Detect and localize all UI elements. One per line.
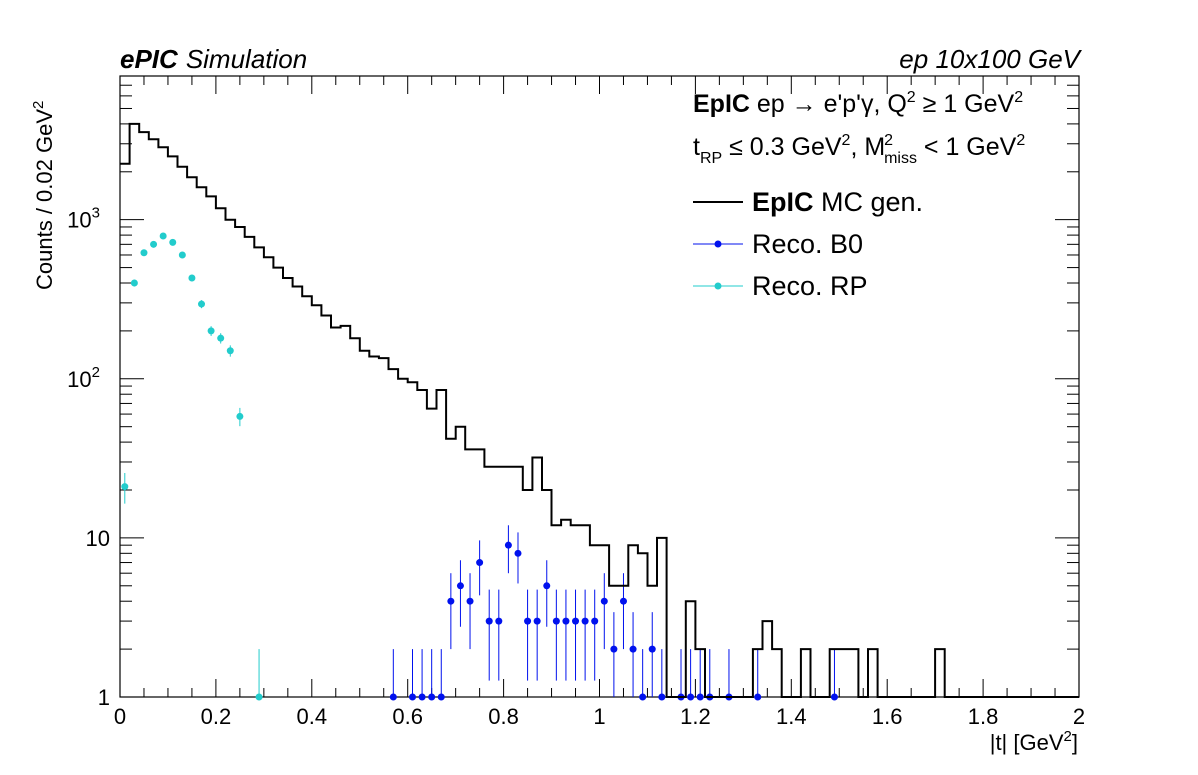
reco-b0-point bbox=[552, 617, 560, 625]
reco-b0-point bbox=[600, 597, 608, 605]
legend-entry-mc: EpIC MC gen. bbox=[752, 187, 923, 217]
reco-b0-point bbox=[514, 549, 522, 557]
reco-b0-point bbox=[562, 617, 570, 625]
reco-b0-point bbox=[485, 617, 493, 625]
series-reco-rp bbox=[121, 232, 263, 701]
reco-rp-point bbox=[226, 347, 234, 355]
reco-rp-point bbox=[217, 334, 225, 342]
brand-suffix: Simulation bbox=[186, 44, 307, 74]
reco-b0-point bbox=[418, 693, 426, 701]
y-axis-title: Counts / 0.02 GeV2 bbox=[30, 101, 57, 290]
plot-frame bbox=[119, 75, 1080, 698]
x-tick-label: 1.2 bbox=[680, 704, 711, 729]
legend-marker-b0 bbox=[714, 240, 722, 248]
reco-b0-point bbox=[408, 693, 416, 701]
reco-b0-point bbox=[524, 617, 532, 625]
legend-cuts-line: tRP ≤ 0.3 GeV2, M2 miss < 1 GeV2 bbox=[693, 132, 1025, 167]
reco-b0-point bbox=[495, 617, 503, 625]
reco-b0-point bbox=[610, 645, 618, 653]
reco-rp-point bbox=[255, 693, 263, 701]
reco-b0-point bbox=[581, 617, 589, 625]
x-tick-label: 0 bbox=[114, 704, 126, 729]
x-tick-label: 2 bbox=[1073, 704, 1085, 729]
reco-rp-point bbox=[130, 279, 138, 287]
reco-b0-point bbox=[543, 582, 551, 590]
reco-b0-point bbox=[466, 597, 474, 605]
y-tick-label: 1 bbox=[98, 685, 110, 710]
reco-rp-point bbox=[236, 412, 244, 420]
x-axis-title: |t| [GeV2] bbox=[990, 728, 1078, 755]
y-tick-label: 102 bbox=[67, 364, 100, 392]
reco-b0-point bbox=[687, 693, 695, 701]
reco-b0-point bbox=[533, 617, 541, 625]
legend-entry-rp: Reco. RP bbox=[752, 271, 868, 301]
legend: EpIC ep → e'p'γ, Q2 ≥ 1 GeV2 tRP ≤ 0.3 G… bbox=[693, 89, 1025, 301]
reco-b0-point bbox=[504, 541, 512, 549]
reco-rp-point bbox=[198, 300, 206, 308]
series-reco-b0 bbox=[389, 525, 838, 701]
reco-b0-point bbox=[639, 693, 647, 701]
x-tick-label: 0.6 bbox=[392, 704, 423, 729]
reco-b0-point bbox=[389, 693, 397, 701]
x-tick-label: 0.4 bbox=[297, 704, 328, 729]
x-tick-label: 1.4 bbox=[776, 704, 807, 729]
reco-b0-point bbox=[572, 617, 580, 625]
reco-b0-point bbox=[629, 645, 637, 653]
reco-rp-point bbox=[150, 240, 158, 248]
reco-rp-point bbox=[188, 274, 196, 282]
reco-b0-point bbox=[754, 693, 762, 701]
reco-b0-point bbox=[428, 693, 436, 701]
reco-b0-point bbox=[447, 597, 455, 605]
legend-marker-rp bbox=[714, 282, 722, 290]
reco-rp-point bbox=[207, 327, 215, 335]
reco-b0-point bbox=[830, 693, 838, 701]
reco-rp-point bbox=[140, 249, 148, 257]
brand-name: ePIC bbox=[120, 44, 179, 74]
reco-b0-point bbox=[619, 597, 627, 605]
reco-b0-point bbox=[591, 617, 599, 625]
reco-b0-point bbox=[696, 693, 704, 701]
x-tick-label: 1 bbox=[593, 704, 605, 729]
y-tick-labels: 1 10 102 103 bbox=[67, 205, 110, 710]
legend-process-line: EpIC ep → e'p'γ, Q2 ≥ 1 GeV2 bbox=[693, 89, 1023, 118]
x-tick-label: 1.8 bbox=[968, 704, 999, 729]
x-tick-label: 0.8 bbox=[488, 704, 519, 729]
axis-ticks bbox=[119, 75, 1080, 698]
reco-b0-point bbox=[648, 645, 656, 653]
reco-b0-point bbox=[476, 559, 484, 567]
reco-rp-point bbox=[169, 238, 177, 246]
x-tick-labels: 0 0.2 0.4 0.6 0.8 1 1.2 1.4 1.6 1.8 2 bbox=[114, 704, 1085, 729]
series-epic-mc-gen bbox=[120, 122, 1079, 698]
reco-rp-point bbox=[121, 483, 129, 491]
x-tick-label: 1.6 bbox=[872, 704, 903, 729]
x-tick-label: 0.2 bbox=[201, 704, 232, 729]
reco-rp-point bbox=[178, 251, 186, 259]
beam-label: ep 10x100 GeV bbox=[899, 44, 1082, 74]
reco-rp-point bbox=[159, 232, 167, 240]
reco-b0-point bbox=[437, 693, 445, 701]
chart-brand: ePIC Simulation bbox=[120, 44, 307, 74]
y-tick-label: 10 bbox=[86, 526, 110, 551]
y-tick-label: 103 bbox=[67, 205, 100, 233]
legend-entry-b0: Reco. B0 bbox=[752, 229, 863, 259]
reco-b0-point bbox=[658, 693, 666, 701]
reco-b0-point bbox=[456, 582, 464, 590]
